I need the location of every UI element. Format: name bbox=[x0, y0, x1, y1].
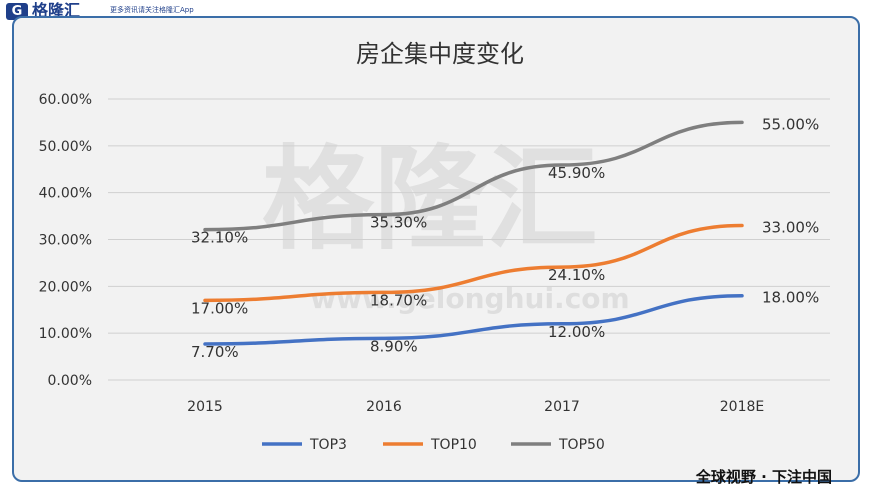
y-tick-label: 10.00% bbox=[39, 326, 92, 342]
data-label: 35.30% bbox=[370, 214, 427, 232]
data-label: 55.00% bbox=[762, 115, 819, 133]
series-line-top3 bbox=[203, 293, 744, 346]
data-label: 18.70% bbox=[370, 291, 427, 309]
data-label: 17.00% bbox=[191, 299, 248, 317]
watermark-logo-text: 格隆汇 bbox=[262, 135, 598, 265]
data-label: 32.10% bbox=[191, 229, 248, 247]
data-label: 33.00% bbox=[762, 218, 819, 236]
brand-name: 格隆汇 bbox=[32, 1, 81, 20]
y-tick-label: 50.00% bbox=[39, 139, 92, 155]
data-label: 24.10% bbox=[548, 266, 605, 284]
watermark-url: www.gelonghui.com bbox=[310, 282, 629, 315]
data-label: 18.00% bbox=[762, 289, 819, 307]
y-tick-label: 20.00% bbox=[39, 279, 92, 295]
y-tick-label: 30.00% bbox=[39, 233, 92, 249]
data-label: 7.70% bbox=[191, 343, 239, 361]
x-tick-label: 2015 bbox=[187, 399, 223, 415]
x-tick-label: 2017 bbox=[544, 399, 580, 415]
x-tick-label: 2016 bbox=[366, 399, 402, 415]
brand-bar: G 格隆汇 更多资讯请关注格隆汇App bbox=[0, 0, 872, 22]
footer-slogan: 全球视野 · 下注中国 bbox=[695, 468, 832, 486]
chart-frame bbox=[12, 16, 860, 482]
legend-label-top10: TOP10 bbox=[430, 437, 477, 453]
y-tick-label: 40.00% bbox=[39, 186, 92, 202]
y-tick-label: 0.00% bbox=[48, 373, 92, 389]
series-line-top10 bbox=[203, 223, 744, 303]
y-tick-label: 60.00% bbox=[39, 92, 92, 108]
logo-icon: G bbox=[6, 3, 28, 20]
brand-tagline: 更多资讯请关注格隆汇App bbox=[110, 6, 194, 14]
series-line-top50 bbox=[203, 120, 744, 232]
data-label: 12.00% bbox=[548, 323, 605, 341]
chart-title: 房企集中度变化 bbox=[356, 40, 524, 68]
legend-label-top3: TOP3 bbox=[309, 437, 347, 453]
data-label: 8.90% bbox=[370, 337, 418, 355]
data-label: 45.90% bbox=[548, 164, 605, 182]
legend-label-top50: TOP50 bbox=[558, 437, 605, 453]
x-tick-label: 2018E bbox=[720, 399, 764, 415]
